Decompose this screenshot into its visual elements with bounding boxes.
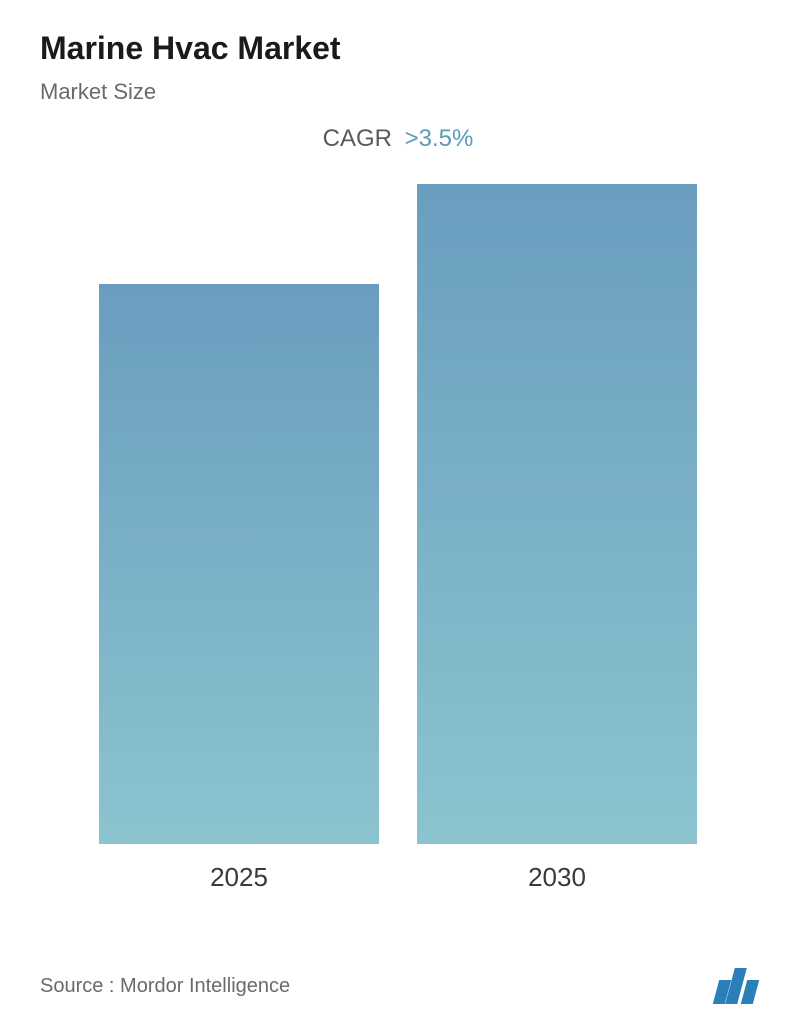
- bar-1: [417, 184, 697, 844]
- chart-title: Marine Hvac Market: [40, 30, 756, 67]
- chart-area: 2025 2030: [40, 193, 756, 893]
- chart-subtitle: Market Size: [40, 79, 756, 105]
- source-text: Source : Mordor Intelligence: [40, 975, 290, 998]
- bar-group-0: 2025: [99, 284, 379, 893]
- cagr-value: >3.5%: [405, 125, 474, 152]
- logo-icon: [716, 968, 756, 1004]
- bar-label-0: 2025: [210, 862, 268, 893]
- bar-group-1: 2030: [417, 184, 697, 893]
- cagr-row: CAGR >3.5%: [40, 125, 756, 153]
- footer: Source : Mordor Intelligence: [40, 968, 756, 1004]
- bar-label-1: 2030: [528, 862, 586, 893]
- bar-0: [99, 284, 379, 844]
- cagr-label: CAGR: [323, 125, 392, 152]
